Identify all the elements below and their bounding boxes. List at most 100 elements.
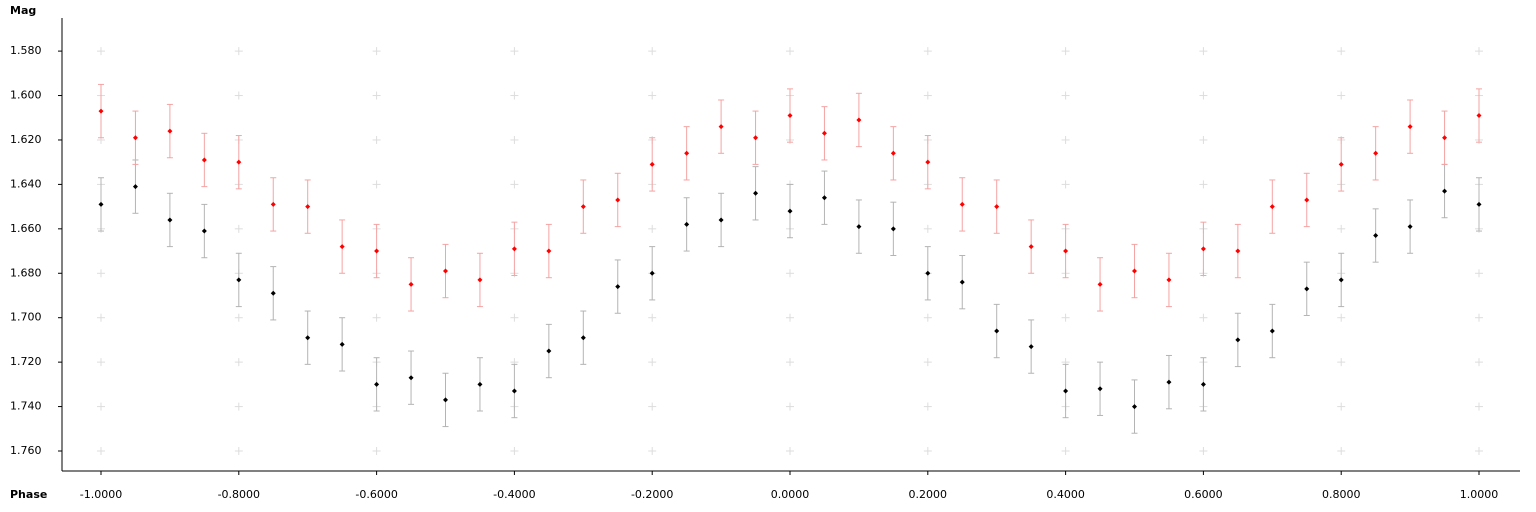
data-point <box>1407 224 1413 230</box>
data-point <box>270 290 276 296</box>
x-tick-label: 0.6000 <box>1184 488 1223 501</box>
data-point <box>546 248 552 254</box>
data-point <box>1338 161 1344 167</box>
data-point <box>132 135 138 141</box>
data-point <box>1235 248 1241 254</box>
data-point <box>684 221 690 227</box>
data-point <box>477 277 483 283</box>
y-tick-label: 1.680 <box>10 266 42 279</box>
data-point <box>477 381 483 387</box>
data-point <box>511 246 517 252</box>
y-tick-label: 1.740 <box>10 400 42 413</box>
data-point <box>1097 386 1103 392</box>
data-point <box>511 388 517 394</box>
data-point <box>1442 188 1448 194</box>
data-point <box>890 226 896 232</box>
data-point <box>787 113 793 119</box>
data-point <box>339 244 345 250</box>
data-point <box>649 270 655 276</box>
y-tick-label: 1.600 <box>10 89 42 102</box>
data-point <box>1269 328 1275 334</box>
data-point <box>718 217 724 223</box>
data-point <box>959 201 965 207</box>
data-point <box>925 159 931 165</box>
y-tick-label: 1.760 <box>10 444 42 457</box>
data-point <box>753 190 759 196</box>
y-tick-label: 1.720 <box>10 355 42 368</box>
data-point <box>1166 379 1172 385</box>
x-tick-label: -0.6000 <box>355 488 397 501</box>
x-tick-label: 0.4000 <box>1046 488 1085 501</box>
data-point <box>546 348 552 354</box>
data-point <box>408 281 414 287</box>
data-point <box>236 159 242 165</box>
x-axis-label: Phase <box>10 488 47 501</box>
x-tick-label: 0.8000 <box>1322 488 1361 501</box>
data-point <box>1235 337 1241 343</box>
data-point <box>201 228 207 234</box>
data-point <box>684 150 690 156</box>
data-point <box>1373 150 1379 156</box>
data-point <box>718 124 724 130</box>
data-point <box>1304 197 1310 203</box>
y-tick-label: 1.620 <box>10 133 42 146</box>
data-point <box>1200 246 1206 252</box>
y-tick-label: 1.700 <box>10 311 42 324</box>
data-point <box>753 135 759 141</box>
data-point <box>236 277 242 283</box>
data-point <box>856 224 862 230</box>
data-point <box>1028 244 1034 250</box>
data-point <box>98 108 104 114</box>
data-point <box>374 248 380 254</box>
y-axis-label: Mag <box>10 4 36 17</box>
data-point <box>1476 201 1482 207</box>
data-point <box>1338 277 1344 283</box>
data-point <box>408 375 414 381</box>
x-tick-label: 0.2000 <box>909 488 948 501</box>
data-point <box>270 201 276 207</box>
x-tick-label: -0.8000 <box>218 488 260 501</box>
data-point <box>167 128 173 134</box>
data-point <box>1028 344 1034 350</box>
data-point <box>1407 124 1413 130</box>
data-point <box>132 184 138 190</box>
data-point <box>374 381 380 387</box>
data-point <box>305 335 311 341</box>
data-point <box>821 130 827 136</box>
x-tick-label: 1.0000 <box>1460 488 1499 501</box>
data-point <box>1132 404 1138 410</box>
data-point <box>305 204 311 210</box>
x-tick-label: 0.0000 <box>771 488 810 501</box>
data-point <box>442 397 448 403</box>
data-point <box>339 341 345 347</box>
data-point <box>925 270 931 276</box>
data-point <box>649 161 655 167</box>
data-point <box>1132 268 1138 274</box>
data-point <box>890 150 896 156</box>
data-point <box>821 195 827 201</box>
data-point <box>856 117 862 123</box>
data-point <box>580 204 586 210</box>
data-point <box>201 157 207 163</box>
data-point <box>1063 388 1069 394</box>
x-tick-label: -0.2000 <box>631 488 673 501</box>
data-point <box>1442 135 1448 141</box>
data-point <box>442 268 448 274</box>
data-point <box>1476 113 1482 119</box>
data-point <box>1097 281 1103 287</box>
y-tick-label: 1.660 <box>10 222 42 235</box>
data-point <box>580 335 586 341</box>
data-point <box>1269 204 1275 210</box>
data-point <box>994 328 1000 334</box>
data-point <box>1166 277 1172 283</box>
data-point <box>1200 381 1206 387</box>
data-point <box>1373 233 1379 239</box>
data-point <box>615 284 621 290</box>
data-point <box>787 208 793 214</box>
data-point <box>959 279 965 285</box>
data-point <box>1304 286 1310 292</box>
data-point <box>167 217 173 223</box>
data-point <box>1063 248 1069 254</box>
